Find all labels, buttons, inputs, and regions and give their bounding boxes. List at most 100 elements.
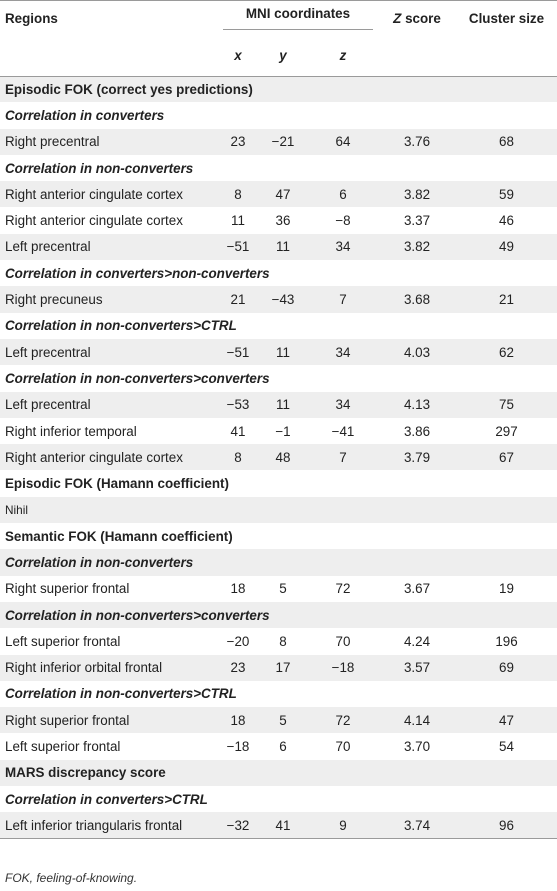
table-row: Right precentral 23 −21 64 3.76 68 (0, 128, 557, 155)
subheading-row: Correlation in converters (0, 102, 557, 128)
note-text: Nihil (0, 496, 557, 524)
subheading: Correlation in non-converters>converters (5, 370, 270, 386)
z-cell: 34 (308, 233, 378, 261)
y-cell: 11 (258, 338, 308, 366)
subheading: Correlation in non-converters>CTRL (5, 686, 237, 702)
cluster-cell: 69 (456, 654, 557, 681)
z-cell: 34 (308, 391, 378, 418)
zscore-cell: 3.68 (378, 286, 456, 313)
z-cell: 64 (308, 128, 378, 155)
subheading-row: Correlation in non-converters (0, 155, 557, 181)
zscore-cell: 3.74 (378, 812, 456, 840)
cluster-cell: 59 (456, 181, 557, 208)
header-z: z (308, 36, 378, 77)
cluster-cell: 62 (456, 338, 557, 366)
header-blank (456, 36, 557, 77)
y-cell: 36 (275, 213, 291, 229)
x-cell: 21 (218, 286, 258, 313)
cluster-cell: 46 (499, 213, 514, 229)
subheading-row: Correlation in non-converters>CTRL (0, 681, 557, 707)
zscore-cell: 4.13 (378, 391, 456, 418)
region-cell: Left superior frontal (5, 633, 121, 649)
subheading: Correlation in converters>non-converters (5, 265, 270, 281)
region-cell: Right precentral (0, 128, 218, 155)
cluster-cell: 196 (495, 633, 518, 649)
y-cell: 6 (279, 739, 287, 755)
region-cell: Right anterior cingulate cortex (0, 444, 218, 471)
header-mni-label: MNI coordinates (223, 6, 373, 30)
x-cell: 23 (218, 128, 258, 155)
header-zscore: Z score (378, 0, 456, 36)
header-coords-row: x y z (0, 36, 557, 77)
x-cell: 23 (218, 654, 258, 681)
subheading: Correlation in converters (5, 107, 165, 123)
zscore-cell: 3.70 (403, 739, 431, 755)
x-cell: −51 (218, 233, 258, 261)
table-row: Right superior frontal 18 5 72 3.67 19 (0, 576, 557, 602)
section-heading-row: MARS discrepancy score (0, 759, 557, 787)
header-zscore-rest: score (401, 10, 441, 26)
x-cell: −18 (226, 739, 250, 755)
cluster-cell: 19 (499, 581, 514, 597)
region-cell: Right precuneus (0, 286, 218, 313)
z-cell: −18 (308, 654, 378, 681)
header-cluster: Cluster size (468, 10, 545, 26)
table-row: Right anterior cingulate cortex 8 48 7 3.79 6… (0, 444, 557, 471)
section-heading-row: Semantic FOK (Hamann coefficient) (0, 523, 557, 549)
region-cell: Right superior frontal (5, 581, 130, 597)
subheading: Correlation in non-converters>CTRL (5, 318, 237, 334)
x-cell: −20 (226, 633, 250, 649)
z-cell: −41 (331, 423, 355, 439)
header-blank (0, 36, 218, 77)
z-cell: 70 (335, 633, 351, 649)
y-cell: 11 (258, 233, 308, 261)
x-cell: −51 (218, 338, 258, 366)
section-heading: MARS discrepancy score (0, 759, 557, 787)
subheading-row: Correlation in non-converters>converters (0, 365, 557, 391)
region-cell: Right superior frontal (0, 707, 218, 734)
z-cell: 70 (335, 739, 351, 755)
subheading: Correlation in non-converters (0, 549, 557, 576)
zscore-cell: 3.86 (403, 423, 431, 439)
table-row: Right superior frontal 18 5 72 4.14 47 (0, 707, 557, 734)
zscore-cell: 4.24 (403, 633, 431, 649)
table-row: Right anterior cingulate cortex 8 47 6 3.82 5… (0, 181, 557, 208)
table-row: Left precentral −53 11 34 4.13 75 (0, 391, 557, 418)
table-row: Left precentral −51 11 34 3.82 49 (0, 233, 557, 261)
region-cell: Left precentral (0, 338, 218, 366)
table-row: Right anterior cingulate cortex 11 36 −8 3.3… (0, 207, 557, 233)
z-cell: 7 (308, 444, 378, 471)
y-cell: 48 (258, 444, 308, 471)
y-cell: −43 (258, 286, 308, 313)
region-cell: Left superior frontal (5, 739, 121, 755)
header-zscore-z: Z (393, 10, 402, 26)
z-cell: 6 (308, 181, 378, 208)
subheading-row: Correlation in non-converters>CTRL (0, 313, 557, 339)
x-cell: 41 (230, 423, 246, 439)
zscore-cell: 3.76 (378, 128, 456, 155)
cluster-cell: 21 (456, 286, 557, 313)
z-cell: 7 (308, 286, 378, 313)
x-cell: 8 (218, 181, 258, 208)
cluster-cell: 75 (456, 391, 557, 418)
subheading-row: Correlation in converters>CTRL (0, 786, 557, 812)
x-cell: 8 (218, 444, 258, 471)
region-cell: Left precentral (0, 391, 218, 418)
section-heading-row: Episodic FOK (correct yes predictions) (0, 76, 557, 103)
z-cell: 9 (308, 812, 378, 840)
region-cell: Right inferior temporal (5, 423, 137, 439)
section-heading: Episodic FOK (correct yes predictions) (0, 76, 557, 103)
zscore-cell: 4.03 (378, 338, 456, 366)
header-x: x (218, 36, 258, 77)
table-row: Left inferior triangularis frontal −32 41 9… (0, 812, 557, 840)
header-y: y (258, 36, 308, 77)
subheading-row: Correlation in non-converters (0, 549, 557, 576)
cluster-cell: 96 (456, 812, 557, 840)
region-cell: Right anterior cingulate cortex (5, 213, 183, 229)
x-cell: 18 (230, 581, 246, 597)
region-cell: Right inferior orbital frontal (0, 654, 218, 681)
subheading: Correlation in non-converters>converters (0, 601, 557, 629)
x-cell: 11 (231, 213, 245, 229)
table-row: Right inferior temporal 41 −1 −41 3.86 297 (0, 418, 557, 444)
table-body: Episodic FOK (correct yes predictions) Co… (0, 76, 557, 840)
